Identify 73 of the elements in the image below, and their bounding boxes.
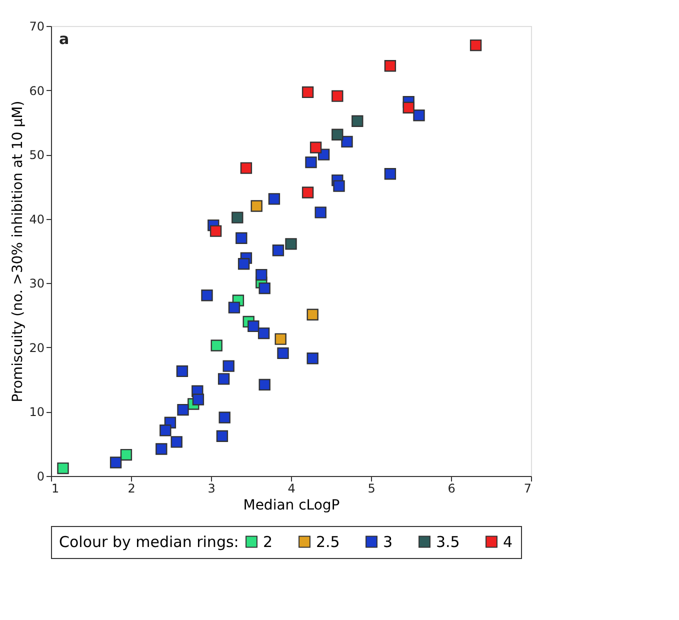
point	[160, 424, 172, 436]
x-tick-label: 6	[448, 482, 456, 496]
point	[201, 290, 213, 302]
y-tick-label: 0	[36, 470, 44, 484]
point	[248, 320, 260, 332]
point	[232, 212, 244, 224]
y-axis-title: Promiscuity (no. >30% inhibition at 10 μM)	[10, 100, 26, 402]
point	[332, 128, 344, 140]
y-tick-label: 50	[29, 148, 44, 162]
point	[333, 180, 345, 192]
legend-label: 3	[383, 532, 393, 551]
legend-label: 3.5	[436, 532, 460, 551]
point	[216, 430, 228, 442]
y-tick-label: 10	[29, 405, 44, 420]
point	[332, 90, 344, 102]
point	[413, 110, 425, 122]
point	[352, 115, 364, 127]
y-tick-label: 30	[29, 276, 44, 291]
point	[170, 436, 182, 448]
point	[302, 186, 314, 198]
legend-label: 2	[263, 532, 273, 551]
point	[314, 206, 326, 218]
y-tick-label: 60	[29, 84, 44, 98]
point	[274, 333, 286, 345]
point	[236, 232, 248, 244]
x-tick-label: 5	[368, 482, 376, 496]
point	[402, 102, 414, 114]
legend-label: 4	[503, 532, 513, 551]
x-tick-label: 7	[524, 482, 532, 496]
point	[177, 404, 189, 416]
point	[305, 156, 317, 168]
point	[310, 142, 322, 154]
point	[120, 448, 132, 461]
point	[268, 193, 280, 205]
x-tick-label: 3	[208, 482, 216, 496]
point	[238, 258, 250, 270]
x-tick-label: 1	[52, 482, 60, 496]
point	[156, 443, 168, 455]
point	[384, 168, 396, 180]
point	[306, 352, 318, 364]
legend-label: 2.5	[316, 532, 340, 551]
point	[258, 378, 270, 391]
point	[250, 200, 262, 212]
point	[110, 456, 122, 468]
y-tick-label: 20	[29, 340, 44, 355]
y-tick-label: 70	[29, 20, 44, 34]
point	[302, 86, 314, 98]
point	[210, 340, 222, 352]
point	[57, 462, 69, 474]
legend-title: Colour by median rings:	[59, 533, 239, 551]
point	[256, 268, 268, 281]
point	[277, 347, 289, 360]
point	[470, 39, 482, 52]
y-tick-label: 40	[29, 212, 44, 226]
point	[258, 282, 270, 294]
point	[285, 238, 297, 250]
point	[192, 394, 204, 406]
point	[306, 308, 318, 320]
point	[210, 225, 222, 237]
point	[218, 412, 230, 424]
x-tick-label: 2	[128, 482, 136, 496]
point	[222, 360, 234, 372]
point	[218, 373, 230, 385]
x-axis-title: Median cLogP	[243, 498, 340, 514]
point	[176, 365, 188, 378]
point	[258, 327, 270, 340]
point	[272, 244, 284, 256]
point	[341, 136, 353, 148]
point	[228, 302, 240, 314]
point	[240, 162, 252, 174]
point	[384, 60, 396, 72]
x-tick-label: 4	[288, 482, 296, 496]
annotation: a	[59, 30, 70, 48]
